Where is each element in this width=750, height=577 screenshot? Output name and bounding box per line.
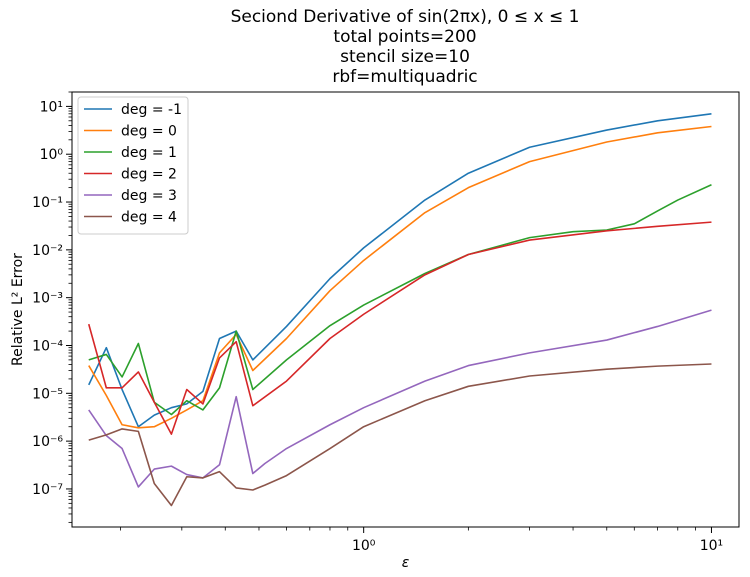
y-tick-label: 10⁻⁷ (32, 482, 63, 498)
legend-label: deg = 0 (121, 124, 177, 140)
series-line-0 (88, 113, 712, 428)
axis-ticks: 10⁰ 10¹ 10⁻⁷ 10⁻⁶ 10⁻⁵ 10⁻⁴ 10⁻³ 10⁻² 10⁻¹ 10⁰ 10¹ (32, 91, 723, 554)
y-tick-label: 10⁻⁵ (32, 386, 63, 402)
chart-title-line: rbf=multiquadric (332, 67, 477, 87)
y-tick-label: 10⁻¹ (32, 195, 63, 211)
series-line-3 (87, 221, 712, 435)
y-tick-label: 10¹ (40, 99, 63, 115)
series-line-2 (88, 184, 712, 416)
series-lines (87, 113, 712, 507)
chart-title-line: Seciond Derivative of sin(2πx), 0 ≤ x ≤ … (231, 7, 580, 27)
y-tick-label: 10⁻² (32, 243, 63, 259)
series-line-1 (88, 125, 712, 429)
x-tick-label: 10⁰ (352, 538, 376, 554)
legend-label: deg = -1 (121, 102, 182, 118)
y-tick-label: 10⁻³ (32, 291, 63, 307)
legend-label: deg = 3 (121, 188, 177, 204)
y-axis-label: Relative L² Error (10, 253, 26, 366)
series-line-5 (88, 363, 712, 507)
plot-frame (71, 91, 740, 528)
series-line-4 (88, 309, 712, 488)
legend: deg = -1 deg = 0 deg = 1 deg = 2 deg = 3 deg … (77, 96, 189, 235)
legend-label: deg = 1 (121, 145, 177, 161)
chart-title-line: stencil size=10 (340, 47, 470, 67)
chart-title-line: total points=200 (333, 27, 476, 47)
y-tick-label: 10⁰ (40, 147, 64, 163)
y-tick-label: 10⁻⁶ (32, 434, 63, 450)
x-tick-label: 10¹ (700, 538, 723, 554)
chart-title: Seciond Derivative of sin(2πx), 0 ≤ x ≤ … (231, 7, 580, 87)
legend-label: deg = 2 (121, 167, 177, 183)
y-tick-label: 10⁻⁴ (32, 338, 63, 354)
x-axis-label: ε (402, 555, 410, 571)
legend-label: deg = 4 (121, 210, 177, 226)
